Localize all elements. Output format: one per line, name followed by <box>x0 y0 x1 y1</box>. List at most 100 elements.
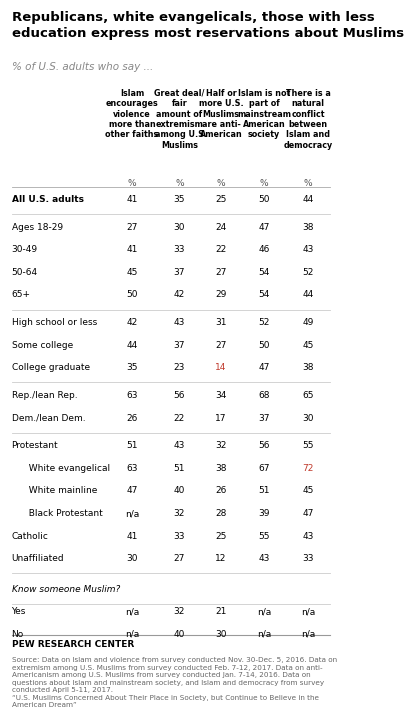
Text: 42: 42 <box>174 290 185 299</box>
Text: n/a: n/a <box>257 607 271 616</box>
Text: 41: 41 <box>126 245 137 255</box>
Text: Source: Data on Islam and violence from survey conducted Nov. 30-Dec. 5, 2016. D: Source: Data on Islam and violence from … <box>12 658 337 708</box>
Text: 37: 37 <box>173 341 185 350</box>
Text: 50: 50 <box>259 341 270 350</box>
Text: 45: 45 <box>303 486 314 496</box>
Text: 47: 47 <box>259 223 270 232</box>
Text: 32: 32 <box>174 607 185 616</box>
Text: n/a: n/a <box>125 509 139 518</box>
Text: 37: 37 <box>173 268 185 277</box>
Text: 43: 43 <box>259 554 270 563</box>
Text: There is a
natural
conflict
between
Islam and
democracy: There is a natural conflict between Isla… <box>284 89 333 150</box>
Text: 54: 54 <box>259 290 270 299</box>
Text: 50-64: 50-64 <box>12 268 38 277</box>
Text: % of U.S. adults who say ...: % of U.S. adults who say ... <box>12 63 153 73</box>
Text: Unaffiliated: Unaffiliated <box>12 554 64 563</box>
Text: 32: 32 <box>215 442 227 451</box>
Text: 26: 26 <box>215 486 227 496</box>
Text: 51: 51 <box>173 464 185 473</box>
Text: 27: 27 <box>215 341 227 350</box>
Text: 12: 12 <box>215 554 227 563</box>
Text: 72: 72 <box>303 464 314 473</box>
Text: 27: 27 <box>126 223 137 232</box>
Text: 55: 55 <box>303 442 314 451</box>
Text: 65: 65 <box>303 391 314 400</box>
Text: %: % <box>217 179 225 188</box>
Text: 17: 17 <box>215 414 227 422</box>
Text: 45: 45 <box>126 268 137 277</box>
Text: 56: 56 <box>173 391 185 400</box>
Text: 43: 43 <box>303 532 314 540</box>
Text: 38: 38 <box>215 464 227 473</box>
Text: 63: 63 <box>126 391 138 400</box>
Text: 32: 32 <box>174 509 185 518</box>
Text: Black Protestant: Black Protestant <box>23 509 103 518</box>
Text: 25: 25 <box>215 532 227 540</box>
Text: 30: 30 <box>215 630 227 638</box>
Text: n/a: n/a <box>125 607 139 616</box>
Text: Great deal/
fair
amount of
extremism
among U.S
Muslims: Great deal/ fair amount of extremism amo… <box>154 89 204 150</box>
Text: 37: 37 <box>259 414 270 422</box>
Text: 43: 43 <box>174 318 185 327</box>
Text: 47: 47 <box>303 509 314 518</box>
Text: High school or less: High school or less <box>12 318 97 327</box>
Text: n/a: n/a <box>125 630 139 638</box>
Text: 47: 47 <box>126 486 137 496</box>
Text: 45: 45 <box>303 341 314 350</box>
Text: 67: 67 <box>259 464 270 473</box>
Text: 44: 44 <box>303 195 314 204</box>
Text: Rep./lean Rep.: Rep./lean Rep. <box>12 391 77 400</box>
Text: n/a: n/a <box>301 630 316 638</box>
Text: 27: 27 <box>174 554 185 563</box>
Text: 38: 38 <box>303 223 314 232</box>
Text: All U.S. adults: All U.S. adults <box>12 195 83 204</box>
Text: Catholic: Catholic <box>12 532 49 540</box>
Text: 34: 34 <box>215 391 227 400</box>
Text: 43: 43 <box>303 245 314 255</box>
Text: 21: 21 <box>215 607 227 616</box>
Text: White mainline: White mainline <box>23 486 98 496</box>
Text: 49: 49 <box>303 318 314 327</box>
Text: 31: 31 <box>215 318 227 327</box>
Text: 40: 40 <box>174 486 185 496</box>
Text: %: % <box>175 179 184 188</box>
Text: Half or
more U.S.
Muslims
are anti-
American: Half or more U.S. Muslims are anti- Amer… <box>199 89 243 139</box>
Text: 56: 56 <box>259 442 270 451</box>
Text: 27: 27 <box>215 268 227 277</box>
Text: 33: 33 <box>173 532 185 540</box>
Text: 68: 68 <box>259 391 270 400</box>
Text: 23: 23 <box>174 363 185 373</box>
Text: 42: 42 <box>126 318 137 327</box>
Text: n/a: n/a <box>301 607 316 616</box>
Text: Ages 18-29: Ages 18-29 <box>12 223 63 232</box>
Text: 22: 22 <box>174 414 185 422</box>
Text: 51: 51 <box>259 486 270 496</box>
Text: 14: 14 <box>215 363 227 373</box>
Text: No: No <box>12 630 24 638</box>
Text: 63: 63 <box>126 464 138 473</box>
Text: 43: 43 <box>174 442 185 451</box>
Text: Republicans, white evangelicals, those with less
education express most reservat: Republicans, white evangelicals, those w… <box>12 11 403 41</box>
Text: PEW RESEARCH CENTER: PEW RESEARCH CENTER <box>12 640 134 648</box>
Text: 35: 35 <box>126 363 138 373</box>
Text: 50: 50 <box>126 290 138 299</box>
Text: Yes: Yes <box>12 607 26 616</box>
Text: 54: 54 <box>259 268 270 277</box>
Text: White evangelical: White evangelical <box>23 464 111 473</box>
Text: 55: 55 <box>259 532 270 540</box>
Text: Some college: Some college <box>12 341 73 350</box>
Text: %: % <box>260 179 269 188</box>
Text: Dem./lean Dem.: Dem./lean Dem. <box>12 414 85 422</box>
Text: 33: 33 <box>173 245 185 255</box>
Text: 44: 44 <box>303 290 314 299</box>
Text: 46: 46 <box>259 245 270 255</box>
Text: %: % <box>304 179 313 188</box>
Text: %: % <box>128 179 136 188</box>
Text: 28: 28 <box>215 509 227 518</box>
Text: Islam
encourages
violence
more than
other faiths: Islam encourages violence more than othe… <box>105 89 158 139</box>
Text: 25: 25 <box>215 195 227 204</box>
Text: Islam is not
part of
mainstream
American
society: Islam is not part of mainstream American… <box>237 89 291 139</box>
Text: 65+: 65+ <box>12 290 31 299</box>
Text: 39: 39 <box>259 509 270 518</box>
Text: College graduate: College graduate <box>12 363 90 373</box>
